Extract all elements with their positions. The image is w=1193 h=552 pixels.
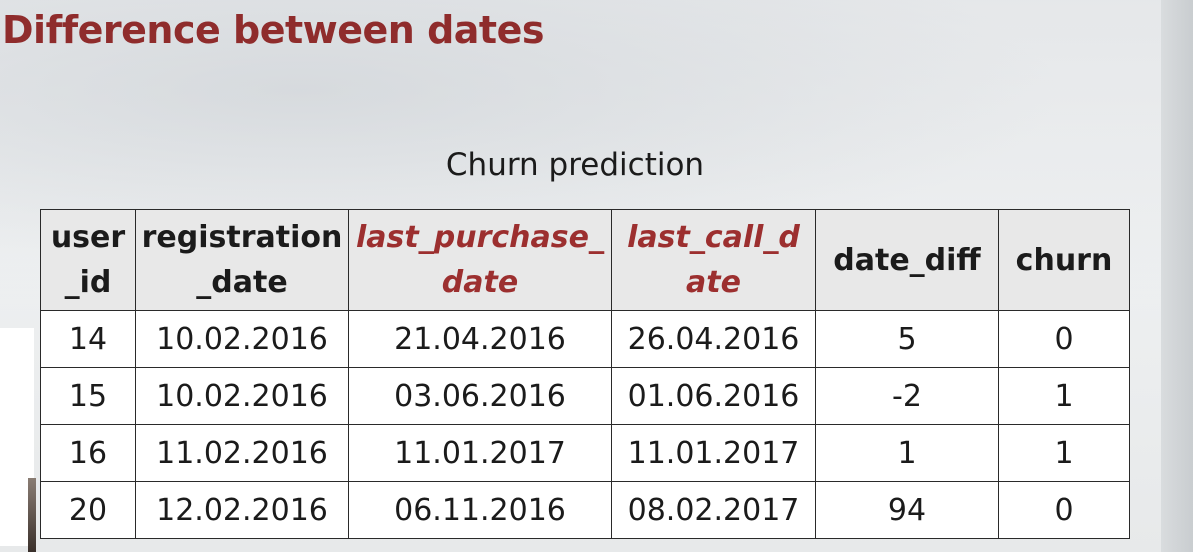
cell-last-call-date: 01.06.2016 [611, 367, 816, 425]
cell-last-call-date: 08.02.2017 [611, 481, 816, 539]
table-caption: Churn prediction [0, 147, 1150, 183]
cell-registration-date: 10.02.2016 [135, 310, 349, 368]
table-caption-text: Churn prediction [445, 147, 705, 183]
header-line: last_purchase_ [356, 220, 604, 255]
cell-churn: 0 [998, 310, 1130, 368]
cell-user-id: 16 [40, 424, 136, 482]
table-row: 14 10.02.2016 21.04.2016 26.04.2016 5 0 [40, 310, 1130, 368]
cell-registration-date: 10.02.2016 [135, 367, 349, 425]
cell-last-call-date: 26.04.2016 [611, 310, 816, 368]
cell-date-diff: 94 [815, 481, 999, 539]
slide-title: Difference between dates [2, 8, 544, 52]
cell-registration-date: 12.02.2016 [135, 481, 349, 539]
cell-last-purchase-date: 11.01.2017 [348, 424, 612, 482]
cell-user-id: 15 [40, 367, 136, 425]
header-line: registration [141, 220, 343, 255]
cell-churn: 1 [998, 424, 1130, 482]
cell-user-id: 20 [40, 481, 136, 539]
header-line: _date [196, 265, 288, 300]
header-line: _id [64, 265, 112, 300]
cell-last-call-date: 11.01.2017 [611, 424, 816, 482]
header-line: last_call_d [627, 220, 800, 255]
cell-churn: 1 [998, 367, 1130, 425]
cell-churn: 0 [998, 481, 1130, 539]
header-line: user [50, 220, 126, 255]
right-edge-panel [1161, 0, 1193, 552]
cell-user-id: 14 [40, 310, 136, 368]
header-date-diff: date_diff [815, 209, 999, 311]
table-header-row: user _id registration _date last_purchas… [40, 209, 1130, 311]
header-line: ate [686, 265, 741, 300]
table-row: 16 11.02.2016 11.01.2017 11.01.2017 1 1 [40, 424, 1130, 482]
cell-registration-date: 11.02.2016 [135, 424, 349, 482]
table-row: 15 10.02.2016 03.06.2016 01.06.2016 -2 1 [40, 367, 1130, 425]
cell-date-diff: 5 [815, 310, 999, 368]
table-row: 20 12.02.2016 06.11.2016 08.02.2017 94 0 [40, 481, 1130, 539]
header-line: churn [1015, 242, 1113, 278]
header-last-call-date: last_call_d ate [611, 209, 816, 311]
header-last-purchase-date: last_purchase_ date [348, 209, 612, 311]
header-line: date_diff [833, 242, 981, 278]
header-user-id: user _id [40, 209, 136, 311]
header-registration-date: registration _date [135, 209, 349, 311]
header-churn: churn [998, 209, 1130, 311]
cell-date-diff: -2 [815, 367, 999, 425]
cell-last-purchase-date: 06.11.2016 [348, 481, 612, 539]
left-edge-shadow [28, 478, 36, 552]
cell-date-diff: 1 [815, 424, 999, 482]
cell-last-purchase-date: 21.04.2016 [348, 310, 612, 368]
cell-last-purchase-date: 03.06.2016 [348, 367, 612, 425]
churn-table: user _id registration _date last_purchas… [40, 209, 1130, 539]
header-line: date [441, 265, 519, 300]
